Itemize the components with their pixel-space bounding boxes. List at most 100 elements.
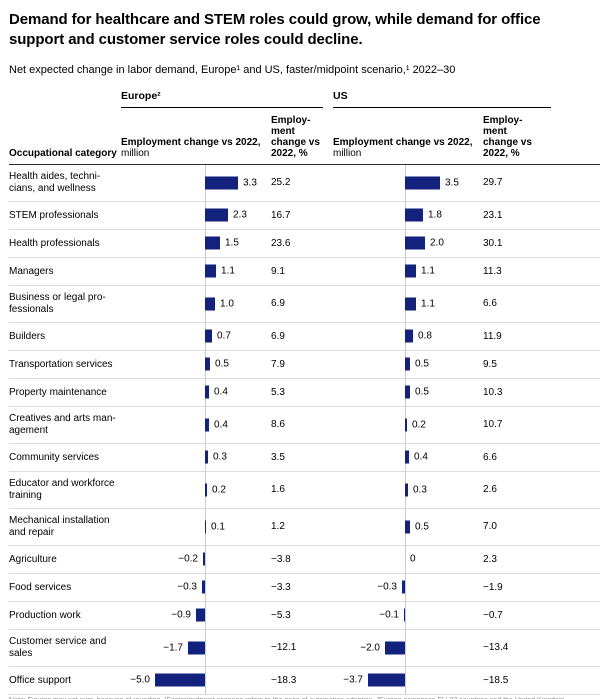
europe-percent-value: 1.2 xyxy=(271,521,285,533)
category-label: Office support xyxy=(9,674,72,686)
table-row: Managers 1.1 9.1 1.1 11.3 xyxy=(9,257,600,286)
europe-percent-value: −5.3 xyxy=(271,609,291,621)
europe-bar-value: 0.4 xyxy=(214,386,228,398)
europe-percent-value: 23.6 xyxy=(271,237,291,249)
europe-bar-value: 0.4 xyxy=(214,419,228,431)
us-bar xyxy=(405,450,409,464)
us-bar-value: 0.8 xyxy=(418,330,432,342)
europe-bar xyxy=(205,264,216,278)
us-bar xyxy=(405,297,416,311)
us-bar xyxy=(385,641,405,655)
europe-bar-cell: 0.3 xyxy=(121,443,271,471)
europe-bar-cell: −0.3 xyxy=(121,573,271,601)
category-label: Customer service and sales xyxy=(9,636,107,659)
category-label: Agriculture xyxy=(9,553,57,565)
us-bar-value: 0 xyxy=(410,553,416,565)
column-header-europe-percent: Employ- ment change vs 2022, % xyxy=(271,114,320,159)
us-percent-value: 11.3 xyxy=(483,265,502,277)
column-header-europe-million-label: Employment change vs 2022, xyxy=(121,136,261,148)
us-bar-cell: 2.0 xyxy=(333,229,483,257)
europe-bar xyxy=(205,176,238,190)
europe-bar xyxy=(205,357,210,371)
category-label: Food services xyxy=(9,581,72,593)
europe-bar xyxy=(205,208,228,222)
column-header-us-million-label: Employment change vs 2022, xyxy=(333,136,473,148)
table-row: Health professionals 1.5 23.6 2.0 30.1 xyxy=(9,229,600,258)
us-bar-value: 0.2 xyxy=(412,419,426,431)
column-header-row: Occupational category Employment change … xyxy=(9,108,600,165)
category-label: Health professionals xyxy=(9,237,100,249)
us-bar-cell: 0 xyxy=(333,545,483,573)
us-zero-axis-line xyxy=(405,601,406,629)
us-bar xyxy=(405,329,413,343)
europe-bar-value: 1.0 xyxy=(220,298,234,310)
europe-percent-value: 1.6 xyxy=(271,484,285,496)
europe-bar xyxy=(203,552,205,566)
europe-bar xyxy=(205,418,209,432)
us-zero-axis-line xyxy=(405,629,406,666)
europe-zero-axis-line xyxy=(205,573,206,601)
column-header-europe-million-unit: million xyxy=(121,147,150,159)
us-bar-value: 0.5 xyxy=(415,521,429,533)
us-bar-value: −0.1 xyxy=(379,609,399,621)
europe-bar-value: 1.5 xyxy=(225,237,239,249)
europe-percent-value: 5.3 xyxy=(271,386,285,398)
footnote-clipped: Note: Figures may not sum, because of ro… xyxy=(9,697,593,699)
europe-bar-value: 2.3 xyxy=(233,209,247,221)
europe-bar-value: 0.1 xyxy=(211,521,225,533)
europe-bar xyxy=(205,297,215,311)
table-row: Mechanical installation and repair 0.1 1… xyxy=(9,508,600,546)
us-bar-value: 0.5 xyxy=(415,386,429,398)
table-row: Business or legal pro- fessionals 1.0 6.… xyxy=(9,285,600,323)
us-bar-value: 0.4 xyxy=(414,451,428,463)
us-bar xyxy=(402,580,405,594)
europe-bar xyxy=(188,641,205,655)
europe-bar-cell: 0.2 xyxy=(121,471,271,508)
europe-bar xyxy=(205,483,207,497)
us-percent-value: 6.6 xyxy=(483,451,497,463)
us-bar-cell: 0.5 xyxy=(333,508,483,545)
europe-bar xyxy=(205,520,206,534)
europe-bar-value: −0.2 xyxy=(178,553,198,565)
europe-percent-value: 25.2 xyxy=(271,177,291,189)
europe-bar xyxy=(205,450,208,464)
us-percent-value: −13.4 xyxy=(483,642,509,654)
us-bar-cell: 0.5 xyxy=(333,350,483,378)
us-bar xyxy=(405,483,408,497)
us-bar xyxy=(405,418,407,432)
table-row: Office support −5.0 −18.3 −3.7 −18.5 xyxy=(9,666,600,695)
us-zero-axis-line xyxy=(405,545,406,573)
table-row: Transportation services 0.5 7.9 0.5 9.5 xyxy=(9,350,600,379)
us-percent-value: 6.6 xyxy=(483,298,497,310)
us-percent-value: 23.1 xyxy=(483,209,503,221)
europe-bar-value: 0.5 xyxy=(215,358,229,370)
us-zero-axis-line xyxy=(405,573,406,601)
us-bar-value: 0.3 xyxy=(413,484,427,496)
us-bar-cell: 3.5 xyxy=(333,164,483,201)
us-percent-value: −0.7 xyxy=(483,609,503,621)
us-bar-cell: −3.7 xyxy=(333,666,483,694)
europe-zero-axis-line xyxy=(205,545,206,573)
us-bar-value: −0.3 xyxy=(377,581,397,593)
us-percent-value: 30.1 xyxy=(483,237,503,249)
europe-bar-value: 1.1 xyxy=(221,265,235,277)
us-bar xyxy=(405,236,425,250)
us-bar xyxy=(404,608,405,622)
europe-bar-cell: 3.3 xyxy=(121,164,271,201)
europe-zero-axis-line xyxy=(205,666,206,694)
europe-percent-value: 9.1 xyxy=(271,265,285,277)
panel-header-europe: Europe² xyxy=(121,90,323,108)
category-label: Business or legal pro- fessionals xyxy=(9,292,106,315)
europe-bar xyxy=(196,608,205,622)
us-bar-cell: −2.0 xyxy=(333,629,483,666)
category-label: Property maintenance xyxy=(9,386,107,398)
europe-bar-cell: 1.0 xyxy=(121,285,271,322)
table-row: Health aides, techni- cians, and wellnes… xyxy=(9,164,600,202)
europe-bar-cell: −0.9 xyxy=(121,601,271,629)
us-bar-cell: 1.1 xyxy=(333,257,483,285)
table-row: Food services −0.3 −3.3 −0.3 −1.9 xyxy=(9,573,600,602)
europe-percent-value: 7.9 xyxy=(271,358,285,370)
us-bar-value: 3.5 xyxy=(445,177,459,189)
exhibit-subtitle: Net expected change in labor demand, Eur… xyxy=(9,63,456,76)
us-bar-value: 1.1 xyxy=(421,298,435,310)
